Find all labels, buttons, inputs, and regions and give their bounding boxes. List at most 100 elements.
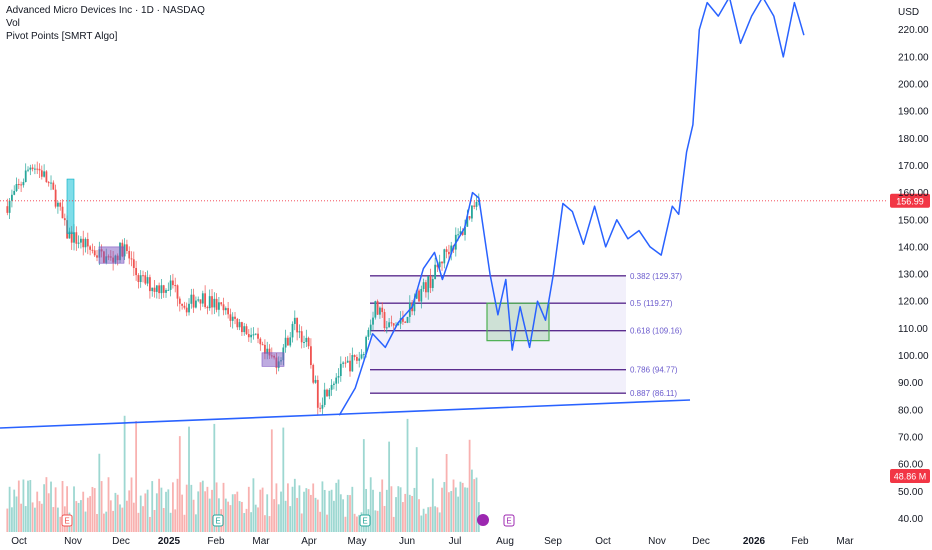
x-tick-label: 2025 — [158, 536, 181, 547]
volume-bar — [475, 477, 478, 532]
candle-body — [383, 312, 386, 329]
volume-bar — [284, 500, 287, 532]
current-price-value: 156.99 — [896, 196, 924, 206]
candle-body — [137, 275, 140, 283]
volume-bar — [321, 481, 324, 532]
candle-body — [8, 200, 11, 213]
volume-bar — [206, 486, 209, 532]
volume-bar — [241, 501, 243, 532]
volume-bar — [471, 469, 473, 532]
candle-body — [192, 294, 195, 308]
volume-bar — [201, 480, 204, 532]
current-price-badge — [890, 193, 930, 208]
volume-bar — [388, 441, 391, 532]
volume-bar — [422, 508, 425, 532]
candle-body — [15, 184, 18, 191]
volume-bar — [11, 507, 13, 532]
volume-bar — [275, 483, 278, 532]
fib-level-label: 0.618 (109.16) — [630, 327, 682, 336]
volume-bar — [395, 497, 397, 532]
volume-bar — [333, 500, 335, 532]
candle-body — [310, 346, 312, 366]
candle-body — [349, 360, 351, 372]
time-axis[interactable]: Oct Nov Dec 2025 Feb Mar Apr May Jun Jul Aug Sep Oct… — [11, 536, 854, 547]
candle-body — [397, 323, 400, 326]
volume-bar — [199, 482, 202, 532]
earnings-marker[interactable] — [503, 514, 515, 527]
volume-bar — [277, 504, 280, 532]
candle-body — [199, 299, 202, 304]
candle-body — [195, 300, 197, 308]
y-tick-label: 140.00 — [898, 242, 929, 253]
candle-body — [73, 232, 75, 243]
candle-body — [236, 318, 239, 328]
volume-bar — [20, 503, 23, 532]
volume-bar — [38, 501, 41, 532]
candle-body — [266, 348, 269, 354]
candle-body — [337, 376, 340, 378]
candle-body — [227, 308, 230, 315]
candle-body — [197, 299, 200, 301]
volume-bar — [303, 491, 305, 532]
candle-body — [372, 317, 374, 325]
volume-bar — [139, 495, 142, 532]
candle-body — [123, 244, 126, 257]
volume-bar — [252, 478, 255, 532]
candle-body — [43, 171, 46, 177]
candle-body — [89, 246, 92, 250]
volume-bar — [429, 506, 432, 532]
candle-body — [178, 298, 181, 304]
volume-bar — [8, 486, 11, 532]
y-tick-label: 40.00 — [898, 514, 923, 525]
candle-body — [68, 231, 71, 239]
y-tick-label: 210.00 — [898, 52, 929, 63]
x-tick-label: Oct — [595, 536, 611, 547]
volume-bar — [293, 478, 296, 532]
volume-bar — [450, 491, 453, 532]
volume-bar — [247, 486, 250, 532]
candle-body — [471, 205, 473, 219]
volume-bar — [162, 508, 165, 532]
volume-bar — [473, 479, 476, 532]
candle-body — [54, 189, 57, 207]
volume-bar — [425, 513, 427, 532]
candle-body — [330, 384, 333, 390]
volume-bar — [98, 453, 101, 532]
candle-body — [132, 259, 135, 269]
price-axis[interactable]: USD 40.00 50.00 60.00 70.00 80.00 90.00 100.00 1… — [898, 7, 929, 525]
volume-bar — [84, 511, 87, 532]
earnings-marker[interactable] — [212, 514, 224, 527]
candle-body — [351, 355, 354, 372]
candle-body — [259, 338, 262, 345]
candle-body — [404, 321, 407, 323]
y-tick-label: 50.00 — [898, 487, 923, 498]
volume-bar — [132, 502, 135, 532]
earnings-marker[interactable] — [61, 514, 73, 527]
candle-body — [224, 308, 227, 311]
legend-indicator[interactable]: Pivot Points [SMRT Algo] — [6, 31, 118, 42]
candle-body — [176, 285, 179, 299]
y-tick-label: 150.00 — [898, 215, 929, 226]
candle-body — [402, 318, 404, 322]
x-tick-label: Apr — [301, 536, 317, 547]
volume-bar — [105, 511, 108, 532]
volume-bar — [406, 418, 409, 532]
volume-bar — [369, 477, 372, 532]
volume-bar — [436, 507, 439, 532]
earnings-marker[interactable] — [359, 514, 371, 527]
candle-body — [206, 307, 209, 309]
volume-bar — [77, 502, 80, 532]
legend-volume[interactable]: Vol — [6, 18, 20, 29]
dividend-marker[interactable] — [477, 514, 489, 526]
volume-bar — [36, 491, 39, 532]
candle-body — [289, 337, 292, 346]
volume-bar — [413, 487, 416, 532]
y-tick-label: 190.00 — [898, 107, 929, 118]
candle-body — [61, 206, 64, 219]
volume-bar — [158, 478, 161, 532]
volume-bar — [443, 482, 446, 532]
candle-body — [158, 285, 161, 294]
candle-body — [323, 389, 326, 405]
legend-title[interactable]: Advanced Micro Devices Inc · 1D · NASDAQ — [6, 5, 205, 16]
